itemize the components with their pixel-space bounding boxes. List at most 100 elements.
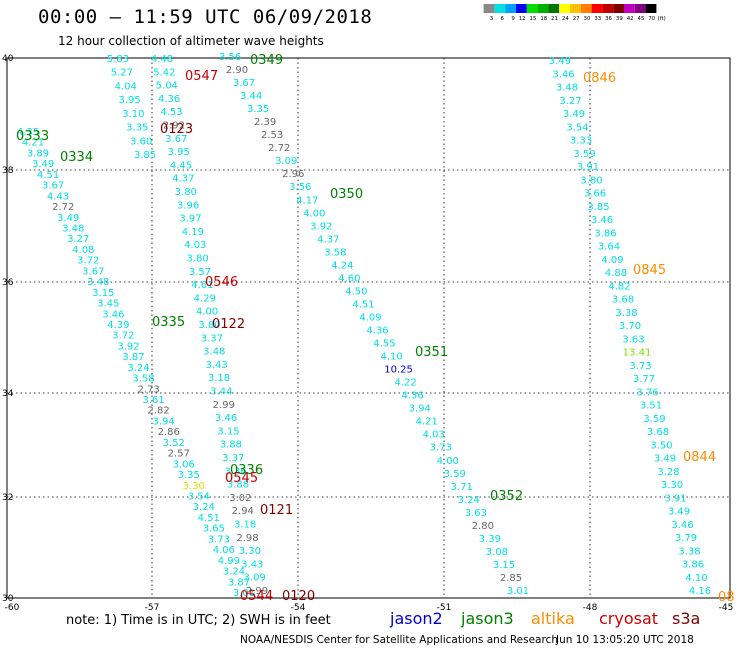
wave-height-value: 5.42 bbox=[153, 67, 175, 78]
wave-height-value: 2.90 bbox=[226, 65, 248, 76]
legend-altika-label: altika bbox=[531, 609, 575, 628]
wave-height-value: 3.35 bbox=[178, 470, 200, 481]
wave-height-value: 3.30 bbox=[661, 480, 683, 491]
wave-height-value: 3.71 bbox=[451, 482, 473, 493]
wave-height-value: 2.39 bbox=[254, 117, 276, 128]
wave-height-value: 3.94 bbox=[409, 404, 431, 415]
legend-swatch bbox=[548, 4, 560, 13]
lon-label: -51 bbox=[437, 603, 452, 613]
wave-height-value: 3.54 bbox=[566, 122, 588, 133]
legend-unit-label: (ft) bbox=[658, 16, 666, 22]
wave-height-value: 2.98 bbox=[236, 533, 258, 544]
wave-height-value: 3.43 bbox=[205, 360, 227, 371]
wave-height-value: 3.59 bbox=[444, 469, 466, 480]
wave-height-value: 3.49 bbox=[32, 159, 54, 170]
wave-height-value: 3.49 bbox=[654, 454, 676, 465]
wave-height-value: 2.86 bbox=[158, 427, 180, 438]
wave-height-value: 2.92 bbox=[163, 121, 185, 132]
pass-time-label: 0545 bbox=[225, 471, 258, 486]
wave-height-value: 3.18 bbox=[234, 520, 256, 531]
wave-height-value: 3.18 bbox=[208, 373, 230, 384]
pass-time-label: 0335 bbox=[152, 315, 185, 330]
legend-bin-label: 39 bbox=[616, 16, 623, 22]
track-west-2: 4.48 5.42 5.04 4.36 4.53 2.92 3.67 3.95 4.45 4.37… bbox=[151, 54, 268, 597]
legend-bin-label: 9 bbox=[511, 16, 515, 22]
wave-height-value: 3.80 bbox=[198, 320, 220, 331]
wave-height-value: 3.68 bbox=[612, 295, 634, 306]
wave-height-value: 2.85 bbox=[500, 573, 522, 584]
lon-label: -54 bbox=[291, 603, 306, 613]
wave-height-value: 3.73 bbox=[629, 361, 651, 372]
legend-bin-label: 36 bbox=[605, 16, 612, 22]
wave-height-value: 3.57 bbox=[189, 267, 211, 278]
legend-swatch bbox=[559, 4, 570, 13]
wave-height-value: 3.15 bbox=[493, 560, 515, 571]
pass-time-label: 0546 bbox=[205, 275, 238, 290]
pass-time-label: 0336 bbox=[230, 463, 263, 478]
wave-height-value: 3.59 bbox=[643, 414, 665, 425]
legend-jason2-label: jason2 bbox=[390, 609, 443, 628]
wave-height-value: 3.77 bbox=[633, 374, 655, 385]
wave-height-value: 3.30 bbox=[183, 481, 205, 492]
legend-swatch bbox=[634, 4, 646, 13]
wave-height-value: 3.58 bbox=[132, 374, 154, 385]
wave-height-value: 3.56 bbox=[219, 52, 241, 63]
wave-height-value: 4.03 bbox=[184, 240, 206, 251]
track-east: 3.49 3.46 3.48 3.27 3.49 3.54 3.33 3.59 3.91 3.80… bbox=[549, 56, 711, 597]
wave-height-value: 2.57 bbox=[168, 449, 190, 460]
wave-height-value: 3.64 bbox=[598, 242, 620, 253]
wave-height-value: 3.56 bbox=[289, 182, 311, 193]
wave-height-value: 3.30 bbox=[239, 546, 261, 557]
wave-height-value: 3.24 bbox=[127, 363, 149, 374]
wave-height-value: 3.67 bbox=[233, 78, 255, 89]
map-subtitle: 12 hour collection of altimeter wave hei… bbox=[58, 34, 324, 48]
wave-height-value: 3.46 bbox=[552, 69, 574, 80]
lat-label: 40 bbox=[2, 54, 14, 64]
wave-height-value: 3.15 bbox=[92, 288, 114, 299]
wave-height-value: 5.83 bbox=[107, 54, 129, 65]
lat-label: 38 bbox=[2, 166, 14, 176]
pass-time-label: 0844 bbox=[683, 450, 716, 465]
lat-label: 32 bbox=[2, 493, 13, 503]
pass-time-label: 0121 bbox=[260, 503, 293, 518]
pass-time-label: 0351 bbox=[415, 345, 448, 360]
wave-height-legend: 3 6 9 12 15 18 21 24 27 30 33 36 39 42 45 70 (ft) bbox=[483, 4, 666, 22]
wave-height-value: 3.92 bbox=[310, 221, 332, 232]
wave-height-value: 3.49 bbox=[57, 213, 79, 224]
wave-height-value: 4.43 bbox=[47, 191, 69, 202]
wave-height-value: 4.29 bbox=[194, 293, 216, 304]
wave-height-value: 3.58 bbox=[324, 247, 346, 258]
lat-label: 34 bbox=[2, 389, 14, 399]
wave-height-value: 3.24 bbox=[193, 502, 215, 513]
wave-height-value: 4.00 bbox=[303, 208, 325, 219]
wave-height-value: 3.27 bbox=[559, 96, 581, 107]
wave-height-value: 2.80 bbox=[472, 521, 494, 532]
wave-height-value: 3.60 bbox=[130, 136, 152, 147]
wave-height-value: 2.72 bbox=[52, 202, 74, 213]
pass-time-label: 0334 bbox=[60, 150, 93, 165]
pass-time-label: 0845 bbox=[633, 263, 666, 278]
wave-height-value: 4.10 bbox=[685, 573, 707, 584]
pass-time-label: 0123 bbox=[160, 122, 193, 137]
wave-height-value: 3.10 bbox=[122, 109, 144, 120]
wave-height-value: 3.15 bbox=[217, 426, 239, 437]
track-west: 4.354.213.893.494.513.674.432.723.493.48… bbox=[17, 127, 255, 599]
wave-height-value: 3.80 bbox=[175, 187, 197, 198]
wave-height-value: 3.46 bbox=[215, 413, 237, 424]
legend-swatch bbox=[494, 4, 506, 13]
wave-height-value: 3.87 bbox=[122, 352, 144, 363]
wave-height-value: 3.91 bbox=[664, 493, 686, 504]
wave-height-value: 4.17 bbox=[296, 195, 318, 206]
wave-height-value: 3.72 bbox=[112, 331, 134, 342]
wave-height-value: 2.99 bbox=[213, 400, 235, 411]
wave-height-value: 4.37 bbox=[172, 174, 194, 185]
pass-time-label: 0349 bbox=[250, 53, 283, 68]
legend-swatch bbox=[570, 4, 581, 13]
wave-height-value: 3.73 bbox=[430, 443, 452, 454]
wave-height-value: 3.67 bbox=[42, 181, 64, 192]
wave-height-value: 4.08 bbox=[72, 245, 94, 256]
legend-bin-label: 42 bbox=[627, 16, 634, 22]
wave-height-value: 3.43 bbox=[241, 559, 263, 570]
wave-height-value: 3.44 bbox=[210, 387, 232, 398]
